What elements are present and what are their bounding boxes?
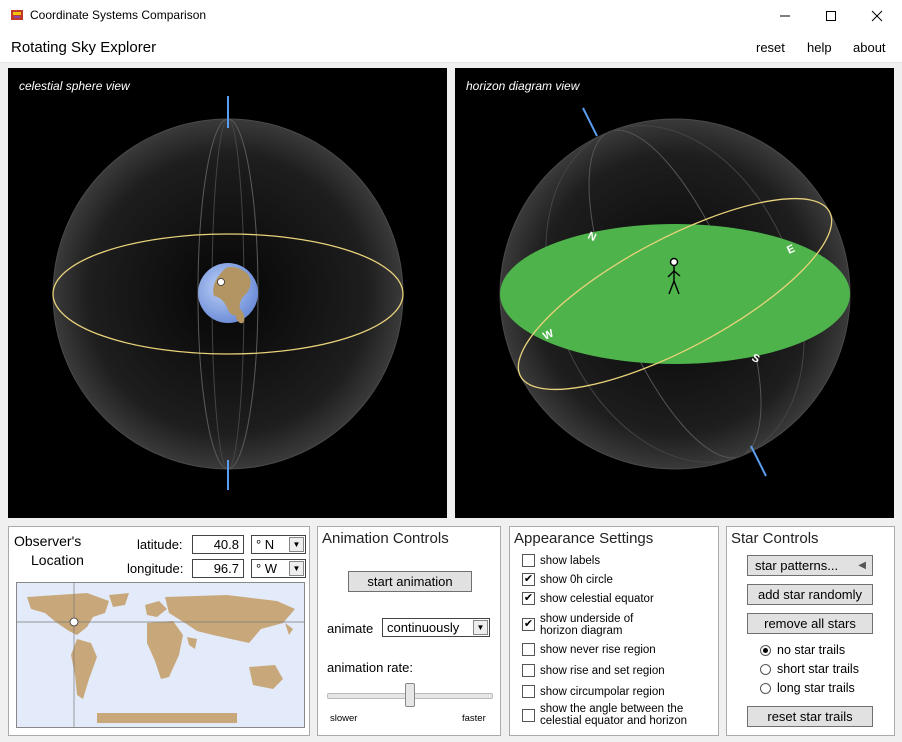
latitude-input[interactable]: 40.8	[192, 535, 244, 554]
latitude-label: latitude:	[137, 537, 183, 552]
celestial-sphere-canvas	[52, 96, 404, 490]
longitude-input[interactable]: 96.7	[192, 559, 244, 578]
show-underside-checkbox[interactable]: ✔	[522, 618, 535, 631]
horizon-label-south: S	[750, 352, 762, 366]
animate-label: animate	[327, 621, 374, 636]
star-patterns-label: star patterns...	[755, 558, 839, 573]
world-map-landmasses	[27, 593, 295, 723]
longitude-label: longitude:	[127, 561, 184, 576]
celestial-equator	[52, 233, 404, 355]
earth-continent-south	[236, 306, 245, 324]
star-controls-title: Star Controls	[731, 530, 819, 547]
caret-left-icon: ◀	[858, 560, 866, 571]
longitude-direction-value: ° W	[256, 561, 278, 576]
star-controls-panel: Star Controls star patterns... ◀ add sta…	[726, 526, 895, 736]
show-underside-label: show underside of horizon diagram	[540, 613, 634, 637]
menu-reset[interactable]: reset	[756, 40, 785, 55]
faster-label: faster	[462, 713, 486, 724]
horizon-diagram-view[interactable]: N E S W horizon diagram view	[455, 68, 894, 518]
minimize-button[interactable]	[762, 0, 808, 31]
remove-all-stars-button[interactable]: remove all stars	[747, 613, 873, 634]
show-never-rise-checkbox[interactable]	[522, 643, 535, 656]
stick-figure-observer	[667, 257, 681, 295]
show-rise-set-checkbox[interactable]	[522, 664, 535, 677]
show-celestial-equator-checkbox[interactable]: ✔	[522, 592, 535, 605]
window-titlebar: Coordinate Systems Comparison	[0, 0, 902, 31]
long-star-trails-radio[interactable]	[760, 683, 771, 694]
close-button[interactable]	[854, 0, 900, 31]
maximize-icon	[826, 10, 836, 21]
celestial-sphere-view[interactable]: celestial sphere view	[8, 68, 447, 518]
zenith-pole-axis	[582, 107, 598, 137]
horizon-view-label: horizon diagram view	[466, 79, 580, 93]
animation-controls-panel: Animation Controls start animation anima…	[317, 526, 501, 736]
show-angle-label: show the angle between the celestial equ…	[540, 703, 688, 727]
start-animation-button[interactable]: start animation	[348, 571, 472, 592]
animate-mode-select[interactable]: continuously ▼	[382, 618, 490, 637]
show-celestial-equator-label: show celestial equator	[540, 593, 654, 605]
celestial-view-label: celestial sphere view	[19, 79, 130, 93]
show-circumpolar-checkbox[interactable]	[522, 685, 535, 698]
appearance-settings-panel: Appearance Settings show labels ✔ show 0…	[509, 526, 719, 736]
observer-title-line2: Location	[31, 552, 84, 568]
show-circumpolar-label: show circumpolar region	[540, 686, 665, 698]
menu-about[interactable]: about	[853, 40, 886, 55]
latitude-direction-value: ° N	[256, 537, 275, 552]
window-title: Coordinate Systems Comparison	[30, 8, 207, 22]
observer-marker	[217, 278, 225, 286]
show-0h-circle-label: show 0h circle	[540, 574, 613, 586]
show-0h-circle-checkbox[interactable]: ✔	[522, 573, 535, 586]
show-labels-label: show labels	[540, 555, 601, 567]
no-star-trails-label: no star trails	[777, 643, 846, 657]
animate-mode-value: continuously	[387, 620, 460, 635]
no-star-trails-radio[interactable]	[760, 645, 771, 656]
slider-thumb[interactable]	[405, 683, 415, 707]
nadir-pole-axis	[750, 445, 767, 477]
observer-location-panel: Observer's Location latitude: 40.8 ° N ▼…	[8, 526, 310, 736]
observer-title-line1: Observer's	[14, 533, 82, 549]
star-patterns-button[interactable]: star patterns... ◀	[747, 555, 873, 576]
short-star-trails-radio[interactable]	[760, 664, 771, 675]
show-rise-set-label: show rise and set region	[540, 665, 665, 677]
close-icon	[871, 10, 883, 21]
minimize-icon	[780, 15, 790, 16]
slower-label: slower	[330, 713, 358, 724]
horizon-diagram-canvas: N E S W	[499, 107, 851, 477]
chevron-down-icon: ▼	[473, 620, 488, 635]
world-map[interactable]	[16, 582, 305, 728]
world-map-canvas	[17, 583, 304, 727]
long-star-trails-label: long star trails	[777, 681, 855, 695]
show-never-rise-label: show never rise region	[540, 644, 656, 656]
animation-controls-title: Animation Controls	[322, 530, 449, 547]
chevron-down-icon: ▼	[289, 561, 304, 576]
show-labels-checkbox[interactable]	[522, 554, 535, 567]
chevron-down-icon: ▼	[289, 537, 304, 552]
menu-help[interactable]: help	[807, 40, 832, 55]
app-icon	[11, 10, 23, 20]
horizon-equator	[517, 197, 833, 391]
menu-bar: Rotating Sky Explorer reset help about	[0, 31, 902, 63]
short-star-trails-label: short star trails	[777, 662, 859, 676]
add-star-randomly-button[interactable]: add star randomly	[747, 584, 873, 605]
horizon-label-east: E	[785, 243, 797, 257]
animation-rate-label: animation rate:	[327, 660, 413, 675]
longitude-direction-select[interactable]: ° W ▼	[251, 559, 306, 578]
maximize-button[interactable]	[808, 0, 854, 31]
app-title: Rotating Sky Explorer	[11, 39, 157, 56]
appearance-settings-title: Appearance Settings	[514, 530, 654, 547]
horizon-plane	[500, 224, 850, 364]
map-observer-marker[interactable]	[69, 617, 79, 627]
animation-rate-slider[interactable]	[327, 683, 493, 709]
reset-star-trails-button[interactable]: reset star trails	[747, 706, 873, 727]
show-angle-checkbox[interactable]	[522, 709, 535, 722]
latitude-direction-select[interactable]: ° N ▼	[251, 535, 306, 554]
